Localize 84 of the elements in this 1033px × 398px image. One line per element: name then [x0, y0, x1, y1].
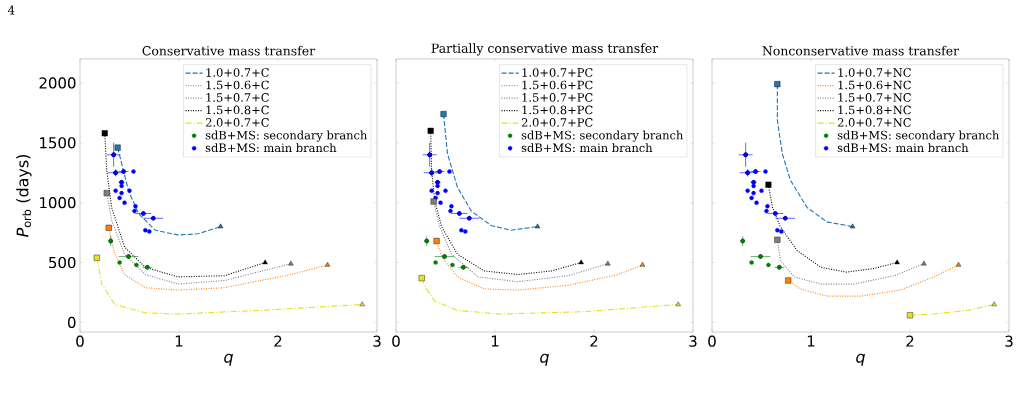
legend-label: sdB+MS: main branch [837, 143, 969, 153]
legend-label: sdB+MS: main branch [521, 143, 653, 153]
point [127, 188, 132, 193]
legend-label: 1.5+0.8+PC [522, 105, 593, 115]
point [754, 200, 759, 205]
point [143, 228, 148, 233]
point [433, 260, 438, 265]
legend-label: sdB+MS: main branch [205, 143, 337, 153]
legend-label: 1.5+0.6+C [206, 80, 269, 90]
legend-label: 2.0+0.7+NC [837, 118, 911, 127]
legend-label: sdB+MS: secondary branch [837, 130, 1000, 142]
point [763, 169, 768, 174]
point [766, 262, 771, 268]
point [449, 204, 454, 209]
point [134, 262, 139, 268]
legend-label: 1.5+0.7+C [206, 93, 269, 102]
point [751, 190, 756, 196]
x-axis-title: q [856, 353, 865, 366]
x-tick-label: 1 [491, 335, 499, 347]
x-tick-label: 1 [175, 335, 183, 347]
point [113, 188, 118, 193]
x-tick-label: 2 [274, 335, 282, 347]
legend-label: sdB+MS: secondary branch [205, 130, 368, 142]
legend-label: 1.5+0.7+PC [522, 93, 593, 102]
legend-label: 1.0+0.7+NC [838, 68, 911, 77]
point [759, 188, 764, 193]
point [448, 208, 453, 214]
point [438, 200, 443, 205]
point [147, 229, 152, 234]
point [764, 208, 769, 214]
point [119, 190, 124, 196]
point [749, 195, 754, 201]
x-tick-label: 0 [392, 335, 400, 347]
point [435, 183, 440, 189]
y-tick-label: 1500 [40, 137, 76, 149]
legend-label: sdB+MS: secondary branch [521, 130, 684, 142]
y-tick-label: 1000 [40, 197, 76, 209]
legend-label: 1.0+0.7+PC [522, 68, 593, 77]
y-tick-label: 2000 [39, 77, 76, 89]
point [749, 260, 754, 265]
chart-title: Conservative mass transfer [142, 45, 316, 56]
point [450, 262, 455, 268]
x-axis-title: q [224, 353, 233, 366]
x-tick-label: 3 [689, 335, 697, 347]
point [429, 188, 434, 193]
text: 4 [7, 5, 15, 15]
point [132, 208, 137, 214]
legend-label: 1.5+0.6+NC [838, 80, 911, 90]
point [775, 228, 780, 233]
point [447, 169, 452, 174]
point [119, 183, 124, 189]
x-tick-label: 3 [1005, 335, 1013, 347]
legend-label: 1.5+0.8+NC [838, 105, 911, 115]
x-tick-label: 3 [373, 335, 381, 347]
point [745, 188, 750, 193]
legend-label: 1.5+0.7+NC [838, 93, 911, 102]
point [779, 229, 784, 234]
legend-label: 1.0+0.7+C [206, 68, 269, 77]
x-tick-label: 0 [76, 335, 84, 347]
x-axis-title: q [540, 353, 549, 366]
legend-label: 2.0+0.7+C [205, 118, 269, 127]
legend-label: 2.0+0.7+PC [521, 118, 593, 127]
legend-label: 1.5+0.6+PC [522, 80, 593, 90]
chart-title: Partially conservative mass transfer [431, 43, 659, 56]
legend-label: 1.5+0.8+C [206, 105, 269, 115]
x-tick-label: 2 [590, 335, 598, 347]
point [459, 228, 464, 233]
y-tick-label: 500 [49, 256, 76, 269]
point [765, 204, 770, 209]
point [117, 195, 122, 201]
point [443, 188, 448, 193]
x-tick-label: 0 [708, 335, 716, 347]
point [131, 169, 136, 174]
point [463, 229, 468, 234]
y-axis-title: P$_{orb}$ (days) [16, 155, 32, 237]
y-tick-label: 0 [67, 316, 76, 329]
chart-title: Nonconservative mass transfer [762, 45, 960, 56]
x-tick-label: 1 [807, 335, 815, 347]
point [117, 260, 122, 265]
point [133, 204, 138, 209]
point [435, 190, 440, 196]
point [122, 200, 127, 205]
point [751, 183, 756, 189]
x-tick-label: 2 [906, 335, 914, 347]
